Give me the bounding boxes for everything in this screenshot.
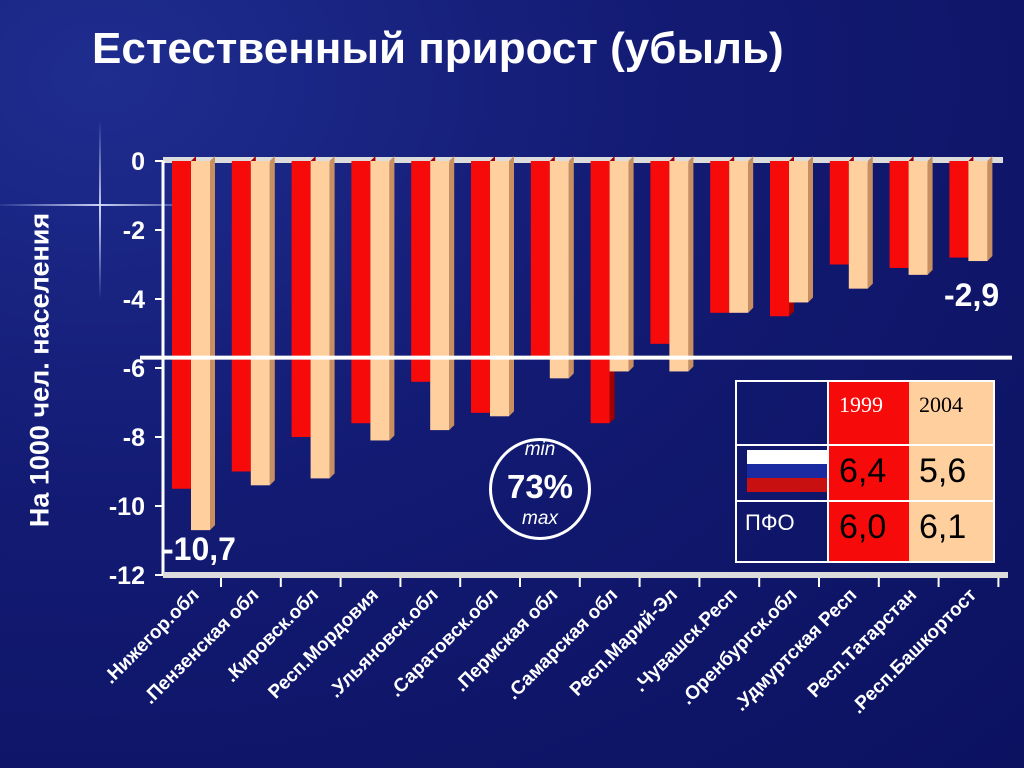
y-tick-label: -2 [123, 217, 145, 245]
bar-2004 [908, 161, 928, 275]
russia-flag-icon [737, 446, 829, 502]
light-flare-vertical [99, 120, 101, 300]
bar-1999 [530, 161, 550, 358]
bar-1999 [650, 161, 670, 344]
y-tick-label: 0 [131, 148, 145, 176]
circle-max-label: max [522, 508, 558, 529]
bar-side-2004 [449, 156, 455, 431]
bar-1999 [770, 161, 789, 317]
circle-min-label: min [524, 439, 556, 460]
bar-side-2004 [568, 156, 574, 379]
table-pfo-2004: 6,1 [909, 502, 993, 561]
x-category-label: .Саратовск.обл [386, 585, 503, 702]
y-tick-label: -6 [123, 355, 145, 383]
bar-side-2004 [748, 156, 754, 313]
bar-1999 [291, 161, 311, 437]
chart-top-ledge [163, 157, 1003, 163]
bar-2004 [191, 161, 210, 531]
bar-side-2004 [688, 156, 694, 372]
bar-2004 [370, 161, 390, 441]
bar-1999 [172, 161, 191, 489]
table-divider-horizontal [737, 500, 993, 502]
comparison-table: 1999 2004 6,4 5,6 ПФО 6,0 6,1 [735, 380, 995, 563]
bar-2004 [250, 161, 270, 486]
table-header-2004: 2004 [909, 382, 993, 446]
reference-line [140, 355, 1012, 360]
x-category-label: .Пермская обл [451, 585, 562, 696]
table-divider-vertical [827, 382, 829, 561]
table-russia-1999: 6,4 [829, 446, 909, 502]
y-tick-label: -12 [109, 562, 145, 590]
x-category-label: .Чувашск.Респ [630, 585, 742, 697]
y-tick-label: -8 [123, 424, 145, 452]
bar-1999 [889, 161, 909, 268]
x-category-label: .Ульяновск.обл [325, 585, 443, 703]
bar-1999 [590, 161, 610, 424]
table-divider-horizontal [737, 444, 993, 446]
min-value-label: -10,7 [163, 531, 236, 567]
table-header-1999: 1999 [829, 382, 909, 446]
bar-2004 [430, 161, 450, 431]
bar-1999 [411, 161, 431, 382]
x-category-label: .Самарская обл [503, 585, 622, 704]
x-category-label: Респ.Мордовия [264, 585, 382, 703]
max-value-label: -2,9 [944, 277, 999, 313]
min-max-circle: min 73% max [489, 438, 591, 540]
y-tick-label: -10 [109, 493, 145, 521]
bar-2004 [968, 161, 988, 262]
slide-title: Естественный прирост (убыль) [92, 24, 784, 73]
bar-side-2004 [867, 156, 873, 289]
y-tick-label: -4 [123, 286, 145, 314]
bar-2004 [789, 161, 808, 303]
bar-2004 [669, 161, 689, 372]
bar-side-2004 [628, 156, 634, 372]
x-axis-floor [163, 572, 1008, 578]
bar-side-2004 [987, 156, 993, 262]
table-row-label-pfo: ПФО [745, 510, 795, 535]
table-russia-2004: 5,6 [909, 446, 993, 502]
bar-side-2004 [808, 156, 813, 303]
bar-2004 [848, 161, 868, 289]
bar-2004 [310, 161, 330, 479]
table-pfo-1999: 6,0 [829, 502, 909, 561]
bar-side-2004 [927, 156, 933, 275]
bar-side-2004 [269, 156, 275, 486]
circle-percent: 73% [506, 468, 574, 505]
bar-side-2004 [329, 156, 335, 479]
bar-1999 [710, 161, 730, 313]
bar-1999 [351, 161, 371, 424]
bar-1999 [949, 161, 969, 258]
bar-side-2004 [389, 156, 395, 441]
x-category-label: Респ.Татарстан [804, 585, 921, 702]
bar-2004 [490, 161, 509, 417]
bar-2004 [549, 161, 569, 379]
x-category-label: Респ.Марий-Эл [566, 585, 682, 701]
bar-side-2004 [509, 156, 514, 417]
bar-1999 [471, 161, 490, 413]
bar-1999 [231, 161, 251, 472]
bar-2004 [609, 161, 629, 372]
bar-1999 [829, 161, 849, 265]
x-category-label: .Пензенская обл [139, 585, 263, 709]
bar-side-2004 [210, 156, 215, 531]
bar-2004 [729, 161, 749, 313]
